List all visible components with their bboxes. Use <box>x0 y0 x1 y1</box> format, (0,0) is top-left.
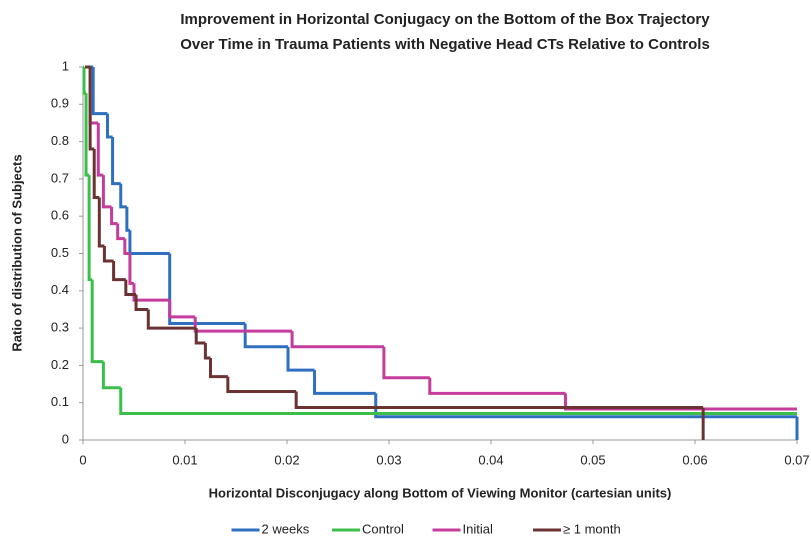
step-segment <box>168 300 196 319</box>
step-segment <box>243 323 289 349</box>
step-segment <box>294 391 704 410</box>
y-tick-label: 0.2 <box>51 357 69 372</box>
step-segment <box>82 67 87 95</box>
y-tick-label: 0.6 <box>51 208 69 223</box>
step-segment <box>382 346 430 380</box>
step-segment <box>102 246 114 263</box>
step-segment <box>97 197 105 248</box>
step-segment <box>110 206 118 226</box>
step-segment <box>87 175 93 282</box>
chart-title: Improvement in Horizontal Conjugacy on t… <box>180 11 710 28</box>
x-tick-label: 0.05 <box>580 452 605 467</box>
step-segment <box>90 279 104 364</box>
y-tick-label: 0.9 <box>51 96 69 111</box>
step-segment <box>119 183 127 209</box>
step-segment <box>119 387 797 416</box>
y-tick-label: 0.1 <box>51 394 69 409</box>
step-segment <box>96 122 104 177</box>
step-segment <box>313 370 376 395</box>
x-tick-label: 0.06 <box>682 452 707 467</box>
step-segment <box>101 361 121 390</box>
step-segment <box>134 294 149 311</box>
chart-title: Over Time in Trauma Patients with Negati… <box>180 36 710 53</box>
step-segment <box>123 238 130 255</box>
legend-label: Initial <box>463 521 493 536</box>
x-tick-label: 0.04 <box>478 452 503 467</box>
step-segment <box>92 149 100 200</box>
y-tick-label: 0.3 <box>51 320 69 335</box>
step-segment <box>286 346 315 372</box>
step-segment <box>105 113 113 139</box>
y-tick-label: 0 <box>62 431 69 446</box>
x-tick-label: 0.03 <box>376 452 401 467</box>
y-tick-label: 0.5 <box>51 245 69 260</box>
y-tick-label: 0.4 <box>51 282 69 297</box>
step-segment <box>146 309 197 330</box>
y-tick-label: 1 <box>62 58 69 73</box>
legend-label: Control <box>362 521 404 536</box>
step-segment <box>226 376 297 394</box>
step-segment <box>111 136 121 186</box>
y-tick-label: 0.8 <box>51 133 69 148</box>
y-axis-label: Ratio of distribution of Subjects <box>9 154 24 351</box>
x-axis-label: Horizontal Disconjugacy along Bottom of … <box>209 485 672 500</box>
legend-label: 2 weeks <box>262 521 310 536</box>
step-segment <box>128 253 134 285</box>
x-tick-label: 0.07 <box>784 452 809 467</box>
step-segment <box>128 230 170 255</box>
step-segment <box>91 67 108 116</box>
x-tick-label: 0.02 <box>274 452 299 467</box>
step-segment <box>194 328 206 345</box>
step-segment <box>101 175 112 209</box>
step-segment <box>132 283 170 302</box>
step-segment <box>124 279 137 297</box>
step-segment <box>116 223 125 241</box>
step-segment <box>203 343 211 360</box>
y-tick-label: 0.7 <box>51 170 69 185</box>
step-segment <box>125 206 130 232</box>
step-segment <box>428 377 566 395</box>
step-segment <box>112 260 126 282</box>
step-segment <box>168 253 246 325</box>
step-segment <box>209 357 228 379</box>
legend-label: ≥ 1 month <box>563 521 621 536</box>
x-tick-label: 0 <box>79 452 86 467</box>
x-tick-label: 0.01 <box>172 452 197 467</box>
step-segment <box>374 393 797 419</box>
step-segment <box>290 331 384 349</box>
